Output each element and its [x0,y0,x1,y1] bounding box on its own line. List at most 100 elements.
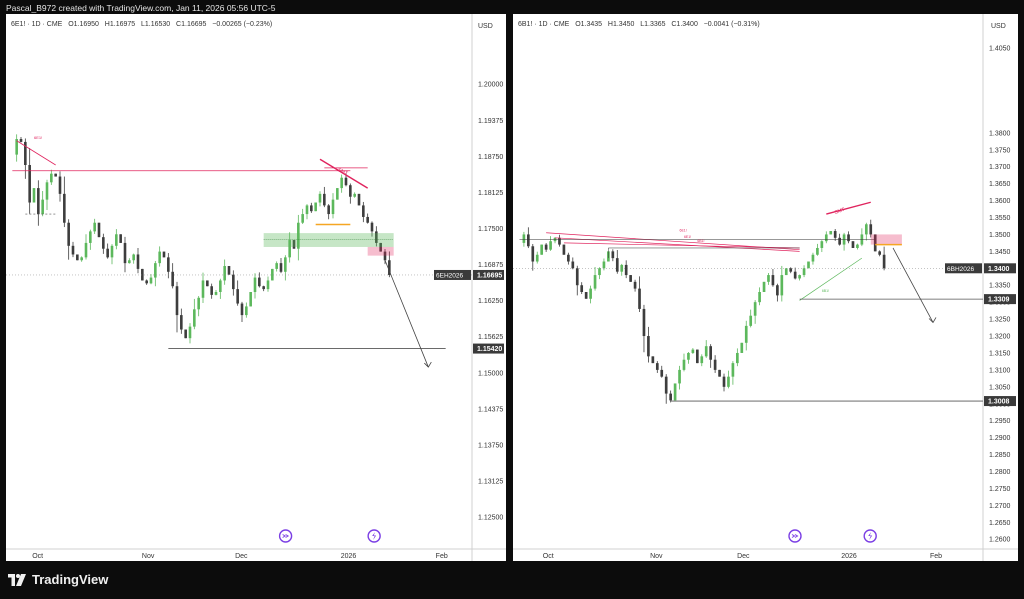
candle-body [214,292,218,295]
x-tick-label: Oct [32,553,43,560]
legend-ohlc-6e: 6E1! · 1D · CME O1.16950 H1.16975 L1.165… [11,21,272,28]
candle-body [93,222,96,232]
y-tick-label: 1.3250 [989,317,1011,324]
candle-body [713,359,717,370]
candle-body [678,369,681,384]
candle-body [128,260,131,264]
candle-body [84,242,88,258]
candle-body [245,306,248,316]
candle-body [593,275,597,289]
price-tag-bg [473,343,504,354]
candle-body [660,369,664,377]
candle-body [584,292,588,299]
candle-body [258,277,261,287]
candle-body [310,205,313,212]
candle-body [366,216,369,223]
candle-body [344,177,348,186]
candle-body [767,275,770,282]
candle-body [851,241,855,248]
candle-body [580,285,584,292]
resistance-line-3 [563,242,800,249]
price-tag-value: 1.16695 [477,272,502,279]
annotation-label: 6E1! [684,235,691,239]
chart-svg-6e[interactable]: 1.20000 1.19375 1.18750 1.18125 1.17500 1.168… [6,14,506,561]
candle-body [292,240,296,249]
y-tick-label: 1.15000 [478,370,503,377]
x-tick-label: Nov [650,553,663,560]
candle-body [379,242,382,252]
symbol-tag-label: 6EH2026 [436,272,463,279]
candle-body [284,257,287,272]
candle-body [838,237,841,245]
candle-body [249,292,252,307]
candle-body [567,254,570,262]
chart-panel-6b[interactable]: 6B1! · 1D · CME O1.3435 H1.3450 L1.3365 … [513,14,1018,561]
y-tick-label: 1.2950 [989,418,1011,425]
x-tick-label: Dec [235,553,248,560]
chart-svg-6b[interactable]: 1.4050 1.3800 1.3750 1.3700 1.3650 1.3600 1.35… [513,14,1018,561]
candle-body [102,237,105,249]
candle-body [727,376,730,387]
price-tag-value: 1.3008 [988,399,1010,406]
candle-body [798,275,801,279]
open-value: O1.16950 [68,21,99,28]
candle-body [240,303,244,316]
candle-body [758,292,761,303]
candle-body [353,193,356,197]
price-tag-bg [984,396,1016,407]
legend-ohlc-6b: 6B1! · 1D · CME O1.3435 H1.3450 L1.3365 … [518,21,760,28]
candle-body [28,165,31,203]
projection-arrow [892,247,934,323]
y-tick-label: 1.2800 [989,469,1011,476]
annotation-label: 6B1! [822,289,829,293]
candle-body [820,241,824,248]
candle-body [32,188,36,203]
candle-body [549,241,552,250]
replay-arrows-icon [791,534,799,538]
candle-body [370,222,374,232]
candle-body [882,254,886,269]
candle-body [802,268,806,276]
x-tick-label: Nov [142,553,155,560]
candle-body [193,309,196,327]
x-tick-label: Dec [737,553,750,560]
high-value: H1.16975 [104,21,136,28]
candle-body [633,281,637,289]
supply-zone [367,246,394,256]
support-diagonal [799,257,863,301]
candle-body [301,214,304,223]
candle-body [253,277,257,292]
candle-body [180,315,183,330]
symbol-tag-label: 6BH2026 [947,266,974,273]
candle-body [314,202,317,212]
header-attribution: Pascal_B972 created with TradingView.com… [6,3,276,13]
y-tick-label: 1.2750 [989,486,1011,493]
candle-body [629,275,632,282]
candle-body [175,286,179,316]
replay-arrows-icon [282,534,290,538]
candle-body [771,275,775,286]
y-tick-label: 1.2600 [989,537,1011,544]
low-value: L1.3365 [640,21,666,28]
candle-body [736,352,739,364]
candle-body [236,289,239,304]
candle-body [722,376,726,387]
candle-body [673,383,677,401]
change-value: −0.0041 (−0.31%) [703,21,760,28]
candle-body [97,222,101,238]
y-tick-label: 1.3100 [989,367,1011,374]
chart-panel-6e[interactable]: 6E1! · 1D · CME O1.16950 H1.16975 L1.165… [6,14,506,561]
candle-body [37,188,40,215]
price-tag-value: 1.15420 [477,346,502,353]
tradingview-logo[interactable]: TradingView [8,572,108,587]
candle-body [744,325,748,343]
candle-body [24,141,27,165]
candle-body [115,234,118,246]
candle-body [188,326,192,339]
candle-body [223,266,226,281]
y-tick-label: 1.2900 [989,435,1011,442]
candle-body [41,199,44,215]
symbol-label: 6E1! · 1D · CME [11,21,63,28]
candle-body [141,268,144,281]
candle-body [158,251,161,264]
